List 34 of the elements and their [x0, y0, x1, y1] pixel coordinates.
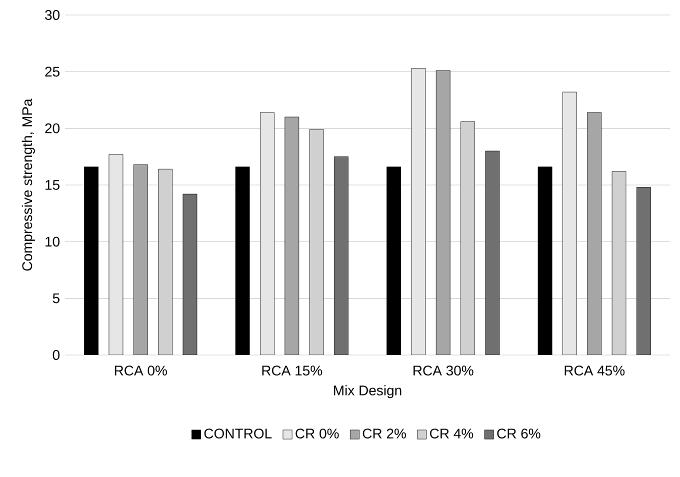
bar: [84, 166, 99, 355]
y-axis-title: Compressive strength, MPa: [22, 98, 35, 271]
y-tick-label: 20: [45, 123, 60, 134]
legend-label: CR 4%: [430, 428, 474, 439]
bar: [587, 112, 602, 355]
bar: [538, 166, 552, 355]
bar: [436, 70, 450, 355]
bar: [334, 156, 348, 355]
bar: [636, 187, 651, 355]
bar: [108, 154, 124, 355]
legend-label: CONTROL: [204, 428, 272, 439]
y-tick-label: 5: [52, 293, 60, 304]
bar: [386, 166, 401, 355]
legend-label: CR 0%: [296, 428, 339, 439]
y-tick-label: 25: [45, 66, 60, 77]
bar: [260, 112, 274, 355]
x-tick-label: RCA 0%: [114, 366, 167, 376]
bar: [133, 164, 148, 355]
x-tick-label: RCA 45%: [564, 366, 625, 376]
y-tick-label: 10: [46, 236, 60, 247]
bar: [485, 150, 500, 355]
y-tick-label: 15: [46, 180, 60, 190]
y-tick-label: 30: [45, 10, 60, 20]
x-tick-label: RCA 30%: [414, 366, 474, 376]
legend-label: CR 2%: [362, 428, 406, 439]
bar: [562, 92, 577, 355]
bar: [182, 194, 198, 355]
y-tick-label: 0: [52, 350, 60, 360]
bar: [235, 166, 250, 355]
x-tick-label: RCA 15%: [262, 366, 322, 376]
bar: [411, 68, 426, 355]
bar: [284, 116, 300, 355]
x-axis-title: Mix Design: [334, 385, 402, 398]
legend-label: CR 6%: [497, 428, 540, 439]
